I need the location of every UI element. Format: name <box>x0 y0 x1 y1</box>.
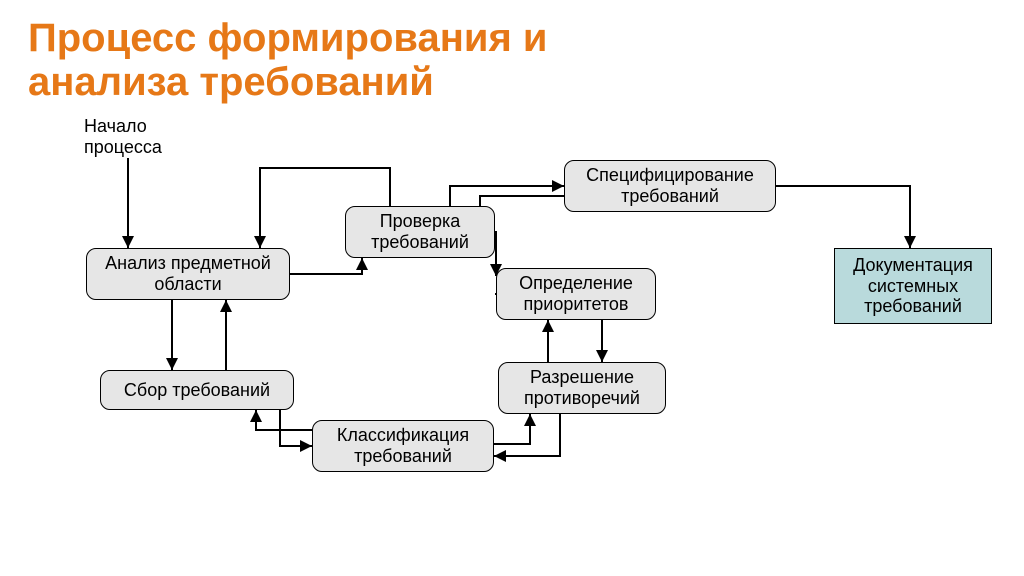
page-title: Процесс формирования и анализа требовани… <box>28 16 548 104</box>
node-check: Проверка требований <box>345 206 495 258</box>
start-label: Начало процесса <box>84 116 162 157</box>
node-priority: Определение приоритетов <box>496 268 656 320</box>
node-doc: Документация системных требований <box>834 248 992 324</box>
node-spec: Специфицирование требований <box>564 160 776 212</box>
node-classify: Классификация требований <box>312 420 494 472</box>
node-collect: Сбор требований <box>100 370 294 410</box>
node-domain: Анализ предметной области <box>86 248 290 300</box>
node-conflict: Разрешение противоречий <box>498 362 666 414</box>
